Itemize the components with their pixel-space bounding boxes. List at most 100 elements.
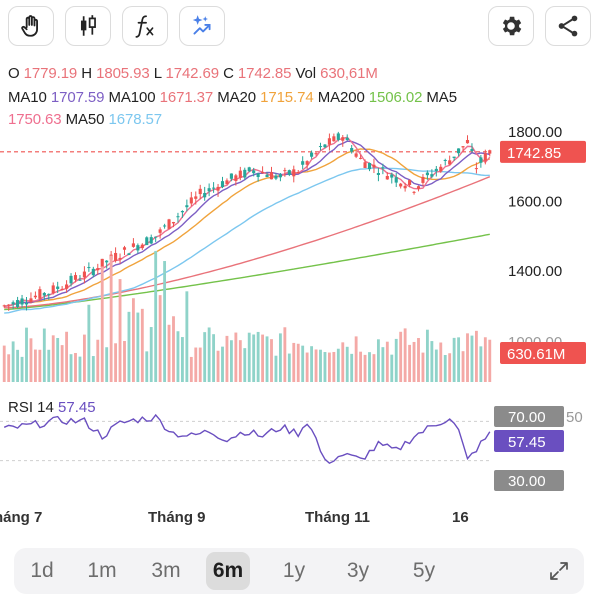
ai-tool-button[interactable]: [179, 6, 225, 46]
volume-bar: [96, 339, 100, 382]
candle-body: [327, 138, 331, 145]
rsi-lower-badge: [494, 470, 564, 491]
range-1y[interactable]: 1y: [282, 559, 306, 582]
volume-bar: [167, 324, 171, 382]
open-value: 1779.19: [23, 65, 78, 82]
volume-bar: [274, 355, 278, 382]
candle-body: [69, 275, 73, 284]
candle-body: [474, 168, 478, 170]
candle-body: [7, 304, 11, 306]
volume-bar: [412, 341, 416, 382]
candle-body: [131, 243, 135, 247]
candle-body: [269, 172, 274, 180]
candle-body: [292, 169, 296, 177]
current-price-badge: [500, 140, 586, 163]
volume-bar: [265, 336, 269, 382]
candle-body: [394, 177, 398, 183]
hand-icon: [21, 15, 38, 37]
volume-bar: [198, 347, 202, 382]
volume-bar: [127, 311, 131, 382]
candle-body: [60, 288, 64, 290]
current-price-text: 1742.85: [507, 145, 561, 162]
range-1d[interactable]: 1d: [30, 559, 54, 582]
range-6m[interactable]: 6m: [206, 552, 250, 590]
time-axis-label: 16: [452, 509, 469, 526]
chart-type-button[interactable]: [65, 6, 111, 46]
candle-body: [33, 295, 37, 298]
rsi-axis-label: 50: [566, 409, 583, 426]
ma50-value: 1678.57: [108, 111, 163, 128]
price-chart[interactable]: RSI 14 57.45 1800.00 1600.00 1400.00 1742.85…: [0, 112, 600, 537]
candle-body: [421, 176, 425, 183]
volume-bar: [82, 334, 86, 382]
candle-body: [2, 305, 6, 307]
volume-bar: [158, 295, 162, 382]
fullscreen-button[interactable]: [544, 556, 574, 586]
volume-bar: [207, 327, 211, 382]
ma100-value: 1671.37: [159, 89, 214, 106]
range-3y[interactable]: 3y: [346, 559, 370, 582]
volume-bar: [345, 346, 349, 382]
candle-body: [278, 174, 282, 178]
candle-body: [11, 302, 15, 305]
candle-body: [372, 164, 376, 168]
volume-bar: [408, 344, 412, 382]
volume-bar: [252, 334, 256, 382]
volume-bar: [131, 298, 135, 382]
settings-button[interactable]: [488, 6, 534, 46]
candle-body: [29, 298, 33, 303]
candle-body: [443, 159, 447, 161]
ma200-line: [4, 233, 490, 311]
candle-body: [180, 211, 184, 213]
volume-bar: [247, 332, 251, 382]
volume-bar: [452, 337, 456, 382]
ma10-line: [4, 140, 490, 307]
volume-bar: [283, 327, 287, 382]
candle-body: [350, 148, 354, 152]
volume-bar: [221, 346, 224, 382]
volume-bar: [29, 338, 33, 382]
share-button[interactable]: [545, 6, 591, 46]
ma100-line: [4, 176, 491, 309]
ma100-label: MA100: [108, 89, 156, 106]
ma5-line: [4, 136, 491, 307]
candle-body: [488, 150, 492, 154]
volume-bar: [256, 331, 260, 382]
chart-toolbar: [0, 0, 600, 56]
hand-tool-button[interactable]: [8, 6, 54, 46]
volume-bar: [203, 332, 207, 382]
candle-body: [341, 137, 345, 141]
volume-bar: [123, 340, 126, 382]
candle-body: [91, 268, 95, 276]
candle-body: [78, 279, 82, 281]
volume-bar: [60, 345, 64, 382]
volume-bar: [421, 352, 425, 382]
range-3m[interactable]: 3m: [151, 559, 181, 582]
candle-body: [243, 169, 247, 178]
rsi-line: [3, 413, 491, 465]
volume-bar: [390, 354, 394, 382]
open-label: O: [8, 65, 20, 82]
volume-bar: [91, 356, 95, 382]
candle-body: [149, 237, 153, 244]
candle-body: [16, 300, 20, 307]
volume-bar: [270, 339, 273, 382]
volume-bar: [363, 354, 367, 382]
indicators-button[interactable]: [122, 6, 168, 46]
volume-bar: [149, 327, 153, 382]
volume-bar: [434, 349, 438, 382]
sparkle-icon: [192, 15, 211, 35]
volume-bar: [109, 255, 113, 382]
ma50-label: MA50: [65, 111, 105, 128]
candle-body: [65, 284, 69, 289]
volume-bar: [354, 336, 358, 382]
range-5y[interactable]: 5y: [412, 559, 436, 582]
candle-body: [274, 175, 278, 179]
ma200-value: 1506.02: [368, 89, 423, 106]
range-1m[interactable]: 1m: [87, 559, 117, 582]
volume-badge: [500, 342, 586, 364]
candle-body: [359, 157, 363, 159]
candle-body: [73, 275, 78, 280]
candle-body: [145, 237, 149, 246]
candle-body: [229, 173, 233, 179]
